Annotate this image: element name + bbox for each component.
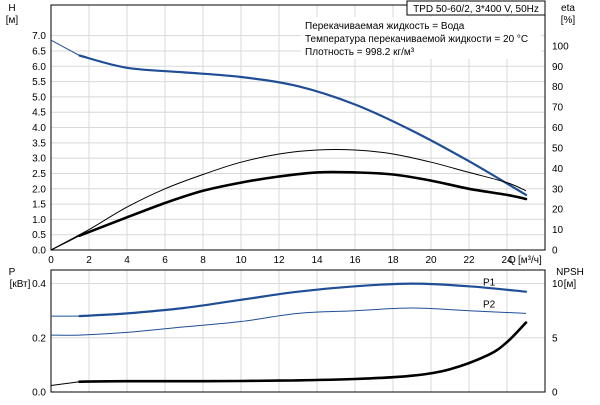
bottom-grid — [51, 270, 545, 392]
h-tick-label: 6.0 — [32, 62, 46, 73]
fluid-density: Плотность = 998.2 кг/м³ — [305, 47, 415, 58]
y-axis-title-eta: eta — [561, 3, 575, 14]
top-series-0-line — [78, 54, 528, 196]
eta-tick-label: 20 — [552, 205, 564, 216]
x-tick-label: 8 — [200, 255, 206, 266]
y-axis-title-h: H — [8, 3, 15, 14]
eta-tick-label: 30 — [552, 184, 564, 195]
bottom-ticks: 0.0 0.2 0.4 0 5 10 — [32, 279, 563, 398]
h-tick-label: 1.0 — [32, 215, 46, 226]
eta-tick-label: 90 — [552, 62, 564, 73]
fluid-info-box: Перекачиваемая жидкость = Вода Температу… — [301, 17, 541, 59]
h-tick-label: 1.5 — [32, 200, 46, 211]
h-tick-label: 4.5 — [32, 108, 46, 119]
h-tick-label: 3.5 — [32, 138, 46, 149]
bottom-plot-frame — [50, 269, 546, 393]
top-series — [50, 39, 528, 251]
y-axis-unit-h: [м] — [6, 15, 19, 26]
fluid-type: Перекачиваемая жидкость = Вода — [305, 21, 465, 32]
h-tick-label: 2.5 — [32, 169, 46, 180]
p-tick-label: 0.2 — [32, 333, 46, 344]
h-tick-label: 3.0 — [32, 154, 46, 165]
eta-tick-label: 100 — [552, 41, 569, 52]
bottom-series-0-line — [78, 282, 528, 318]
h-tick-label: 4.0 — [32, 123, 46, 134]
h-tick-label: 2.0 — [32, 184, 46, 195]
title-box — [406, 0, 546, 16]
p-tick-label: 0.0 — [32, 388, 46, 399]
eta-tick-label: 40 — [552, 164, 564, 175]
x-tick-label: 14 — [311, 255, 323, 266]
top-series-2-extrapolated — [50, 235, 80, 251]
x-tick-label: 6 — [162, 255, 168, 266]
x-tick-label: 4 — [124, 255, 130, 266]
h-tick-label: 5.5 — [32, 77, 46, 88]
top-series-2-line — [78, 170, 528, 237]
eta-tick-label: 60 — [552, 123, 564, 134]
eta-tick-label: 0 — [552, 246, 558, 257]
eta-tick-label: 80 — [552, 82, 564, 93]
series-label-p1: P1 — [483, 278, 496, 289]
npsh-tick-label: 0 — [552, 388, 558, 399]
top-plot-frame — [50, 4, 546, 251]
y-axis-unit-eta: [%] — [561, 15, 576, 26]
y-axis-title-p: P — [9, 267, 16, 278]
x-tick-label: 16 — [349, 255, 361, 266]
x-axis-title-q: Q — [508, 255, 516, 266]
h-tick-label: 5.0 — [32, 92, 46, 103]
eta-tick-label: 50 — [552, 143, 564, 154]
npsh-tick-label: 5 — [552, 333, 558, 344]
x-tick-label: 10 — [235, 255, 247, 266]
top-ticks: 0 2 4 6 8 10 12 14 16 18 20 22 240.00.51.01.52.02.53… — [32, 31, 569, 266]
x-axis-unit-q: [м³/ч] — [518, 255, 542, 266]
chart-title: TPD 50-60/2, 3*400 V, 50Hz — [413, 4, 539, 15]
x-tick-label: 22 — [463, 255, 475, 266]
h-tick-label: 0.5 — [32, 230, 46, 241]
bottom-series-1-line — [50, 307, 527, 336]
y-axis-unit-npsh: [м] — [564, 279, 577, 290]
x-tick-label: 20 — [425, 255, 437, 266]
h-tick-label: 0.0 — [32, 246, 46, 257]
y-axis-title-npsh: NPSH — [556, 267, 584, 278]
series-labels: P1 P2 — [483, 278, 496, 311]
eta-tick-label: 10 — [552, 225, 564, 236]
bottom-series — [50, 282, 528, 386]
h-tick-label: 6.5 — [32, 46, 46, 57]
x-tick-label: 24 — [501, 255, 513, 266]
y-axis-unit-p: [кВт] — [10, 279, 31, 290]
bottom-series-2-line — [78, 321, 528, 383]
x-tick-label: 18 — [387, 255, 399, 266]
x-tick-label: 2 — [86, 255, 92, 266]
bottom-series-2-extrapolated — [50, 381, 80, 386]
x-tick-label: 0 — [48, 255, 54, 266]
p-tick-label: 0.4 — [32, 279, 46, 290]
fluid-temperature: Температура перекачиваемой жидкости = 20… — [305, 34, 528, 45]
series-label-p2: P2 — [483, 299, 496, 310]
h-tick-label: 7.0 — [32, 31, 46, 42]
npsh-tick-label: 10 — [552, 279, 564, 290]
top-series-1-line — [50, 148, 527, 251]
x-tick-label: 12 — [273, 255, 285, 266]
eta-tick-label: 70 — [552, 103, 564, 114]
top-series-0-extrapolated — [50, 39, 80, 56]
